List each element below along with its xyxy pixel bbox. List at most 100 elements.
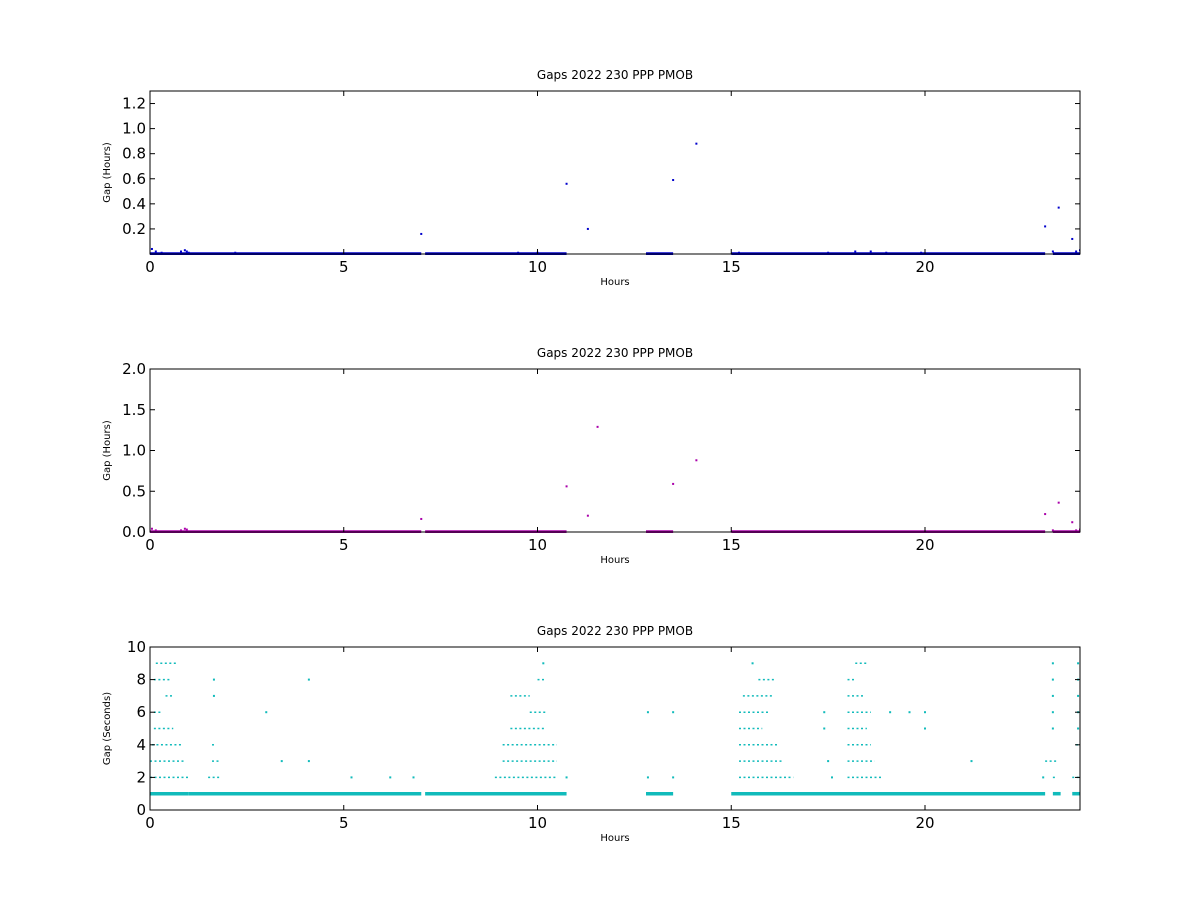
y-tick-label: 0.6 bbox=[122, 170, 146, 188]
data-point bbox=[565, 776, 568, 779]
data-point bbox=[1051, 711, 1054, 714]
data-point bbox=[307, 760, 310, 763]
x-tick-label: 0 bbox=[145, 536, 155, 554]
data-point bbox=[920, 251, 923, 254]
y-tick-label: 0.0 bbox=[122, 523, 146, 541]
data-point bbox=[924, 727, 926, 730]
x-tick-label: 15 bbox=[722, 814, 741, 832]
data-point bbox=[738, 251, 740, 254]
data-point bbox=[586, 514, 589, 517]
chart-panel-1: Gaps 2022 230 PPP PMOB Hours Gap (Hours) 0 5… bbox=[102, 68, 1081, 288]
y-tick-label: 6 bbox=[136, 703, 146, 721]
data-point bbox=[869, 250, 872, 253]
data-point bbox=[586, 227, 589, 230]
data-point bbox=[412, 776, 415, 779]
data-marks bbox=[150, 662, 1080, 796]
data-marks bbox=[150, 142, 1080, 255]
data-point bbox=[185, 250, 188, 253]
data-point bbox=[1051, 694, 1054, 697]
data-point bbox=[1051, 529, 1054, 532]
data-point bbox=[672, 179, 675, 182]
data-point bbox=[1071, 521, 1074, 524]
data-point bbox=[823, 711, 826, 714]
x-tick-label: 20 bbox=[915, 258, 934, 276]
y-tick-label: 4 bbox=[136, 736, 146, 754]
x-axis-label: Hours bbox=[600, 555, 629, 566]
y-tick-label: 0.2 bbox=[122, 220, 146, 238]
data-point bbox=[185, 528, 188, 531]
data-point bbox=[420, 517, 423, 520]
axes-frame bbox=[149, 368, 1081, 533]
data-point bbox=[854, 250, 857, 253]
data-point bbox=[1077, 694, 1080, 697]
data-point bbox=[212, 694, 215, 697]
data-point bbox=[827, 251, 830, 254]
y-tick-label: 1.5 bbox=[122, 401, 146, 419]
data-point bbox=[307, 678, 310, 681]
data-point bbox=[823, 727, 826, 730]
data-point bbox=[1057, 206, 1060, 209]
x-tick-label: 15 bbox=[722, 536, 741, 554]
x-tick-label: 10 bbox=[528, 536, 547, 554]
data-point bbox=[565, 485, 568, 488]
y-tick-label: 2 bbox=[136, 768, 146, 786]
data-point bbox=[160, 251, 163, 254]
y-tick-label: 0.4 bbox=[122, 195, 146, 213]
data-point bbox=[183, 249, 186, 252]
data-point bbox=[827, 760, 830, 763]
data-point bbox=[908, 711, 911, 714]
y-tick-label: 0.5 bbox=[122, 482, 146, 500]
x-axis-label: Hours bbox=[600, 277, 629, 288]
x-tick-label: 20 bbox=[915, 814, 934, 832]
data-point bbox=[1042, 792, 1045, 795]
data-point bbox=[1077, 662, 1080, 665]
data-point bbox=[885, 251, 888, 254]
data-point bbox=[646, 776, 649, 779]
data-point bbox=[565, 182, 568, 185]
data-point bbox=[1051, 250, 1054, 253]
y-axis-label: Gap (Hours) bbox=[102, 420, 113, 481]
x-tick-label: 15 bbox=[722, 258, 741, 276]
data-point bbox=[695, 142, 698, 145]
data-point bbox=[234, 251, 237, 254]
data-point bbox=[646, 711, 649, 714]
data-point bbox=[970, 760, 973, 763]
data-point bbox=[1051, 678, 1054, 681]
data-point bbox=[389, 776, 392, 779]
data-point bbox=[1051, 727, 1054, 730]
y-tick-label: 2.0 bbox=[122, 360, 146, 378]
chart-title: Gaps 2022 230 PPP PMOB bbox=[537, 624, 693, 638]
y-tick-label: 1.2 bbox=[122, 95, 146, 113]
x-tick-label: 20 bbox=[915, 536, 934, 554]
data-point bbox=[1044, 225, 1047, 228]
data-point bbox=[154, 250, 157, 253]
y-tick-label: 1.0 bbox=[122, 442, 146, 460]
data-point bbox=[180, 250, 182, 253]
data-point bbox=[265, 711, 268, 714]
data-point bbox=[1075, 250, 1078, 253]
data-point bbox=[1057, 501, 1060, 504]
data-point bbox=[672, 711, 675, 714]
data-point bbox=[1071, 237, 1074, 240]
data-point bbox=[1042, 776, 1045, 779]
data-point bbox=[1077, 727, 1080, 730]
data-point bbox=[350, 776, 353, 779]
x-tick-label: 0 bbox=[145, 814, 155, 832]
y-tick-label: 0 bbox=[136, 801, 146, 819]
data-point bbox=[672, 482, 675, 485]
x-axis-label: Hours bbox=[600, 833, 629, 844]
y-tick-label: 1.0 bbox=[122, 120, 146, 138]
data-point bbox=[517, 251, 520, 254]
data-point bbox=[280, 760, 283, 763]
data-point bbox=[695, 459, 698, 462]
x-tick-label: 10 bbox=[528, 814, 547, 832]
y-tick-label: 8 bbox=[136, 671, 146, 689]
data-point bbox=[187, 251, 190, 254]
chart-panel-3: Gaps 2022 230 PPP PMOB Hours Gap (Seconds)… bbox=[102, 624, 1081, 844]
data-point bbox=[212, 678, 215, 681]
chart-title: Gaps 2022 230 PPP PMOB bbox=[537, 346, 693, 360]
chart-panel-2: Gaps 2022 230 PPP PMOB Hours Gap (Hours) 0 5… bbox=[102, 346, 1081, 566]
y-tick-label: 10 bbox=[127, 638, 146, 656]
data-point bbox=[751, 662, 754, 665]
